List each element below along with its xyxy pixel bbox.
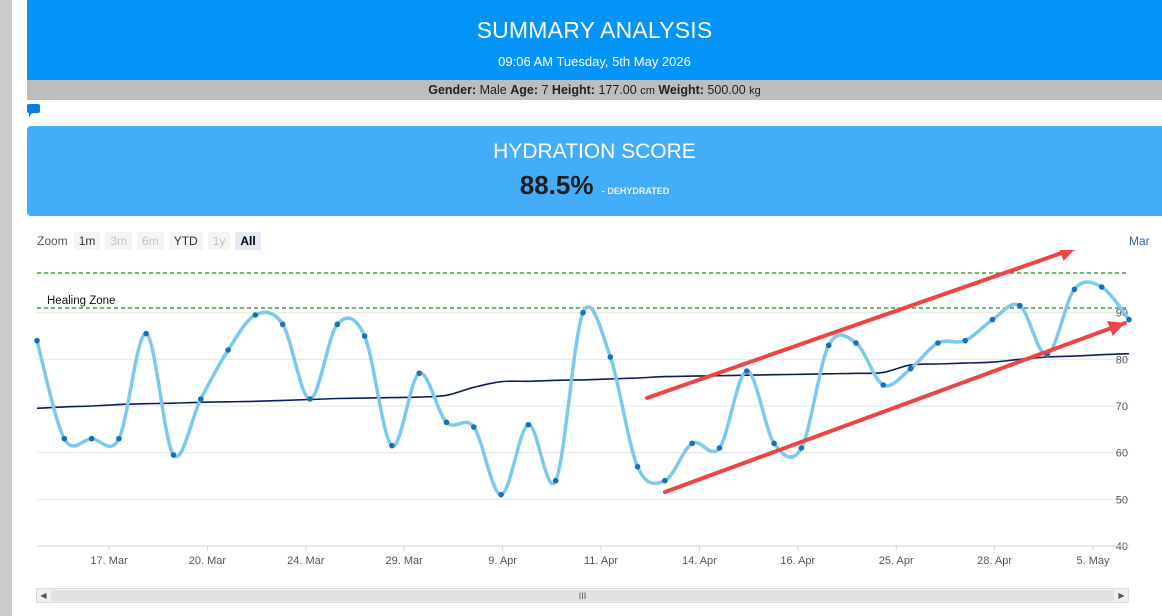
hydration-data-point (798, 445, 805, 451)
x-tick-label: 28. Apr (977, 555, 1012, 567)
zoom-label: Zoom (37, 234, 68, 248)
age-value: 7 (541, 83, 549, 97)
zoom-3m-button[interactable]: 3m (105, 232, 133, 250)
height-value: 177.00 (598, 83, 637, 97)
scrollbar-thumb[interactable]: III (51, 590, 1114, 601)
lower-trend-arrow-head (1107, 321, 1125, 337)
hydration-data-point (1071, 286, 1078, 293)
profile-info-bar: Gender: Male Age: 7 Height: 177.00 cm We… (27, 80, 1162, 100)
hydration-data-point (498, 491, 504, 498)
chat-bubble-icon[interactable] (27, 104, 40, 117)
hydration-data-point (1126, 316, 1132, 323)
hydration-series-line (35, 280, 1131, 497)
hydration-data-point (907, 365, 914, 372)
hydration-data-point (634, 463, 641, 470)
hydration-data-point (716, 445, 723, 451)
zoom-selector: Zoom 1m 3m 6m YTD 1y All (37, 231, 266, 251)
y-tick-label: 80 (1116, 354, 1128, 366)
hydration-data-point (416, 370, 423, 377)
hydration-data-point (1017, 302, 1023, 309)
hydration-data-point (389, 442, 395, 449)
x-tick-label: 9. Apr (488, 555, 517, 567)
zoom-6m-button[interactable]: 6m (137, 232, 164, 250)
hydration-data-point (825, 342, 832, 349)
left-scroll-rail (0, 0, 12, 616)
scroll-right-arrow-icon[interactable]: ▶ (1118, 591, 1125, 600)
scrollbar-grip-icon[interactable]: III (578, 591, 587, 601)
x-tick-label: 20. Mar (189, 555, 227, 567)
healing-zone-label: Healing Zone (47, 295, 115, 307)
gender-value: Male (479, 83, 507, 97)
y-tick-label: 60 (1116, 448, 1128, 460)
hydration-data-point (116, 435, 122, 442)
hydration-data-point (252, 312, 259, 318)
trend-series-line (36, 352, 1130, 410)
x-tick-label: 5. May (1076, 555, 1110, 567)
lower-trend-arrow-shaft (663, 321, 1127, 494)
score-status: - DEHYDRATED (601, 186, 670, 196)
score-value-row: 88.5% - DEHYDRATED (27, 170, 1162, 201)
y-tick-label: 50 (1116, 494, 1128, 506)
height-label: Height: (551, 83, 595, 97)
hydration-data-point (88, 435, 95, 442)
hydration-data-point (853, 340, 859, 346)
zoom-all-button[interactable]: All (235, 232, 261, 250)
hydration-data-point (880, 382, 887, 388)
report-datetime: 09:06 AM Tuesday, 5th May 2026 (498, 54, 691, 69)
height-unit: cm (640, 85, 655, 97)
hydration-data-point (279, 321, 286, 328)
hydration-data-point (334, 321, 341, 328)
hydration-data-point (744, 368, 750, 374)
hydration-data-point (662, 477, 668, 484)
zoom-1y-button[interactable]: 1y (207, 232, 231, 250)
range-start-label[interactable]: Mar (1129, 234, 1150, 248)
upper-trend-arrow-head (1059, 250, 1075, 261)
hydration-data-point (935, 340, 941, 346)
hydration-data-point (198, 396, 204, 402)
gender-label: Gender: (428, 83, 477, 97)
weight-label: Weight: (658, 83, 704, 97)
page-title: SUMMARY ANALYSIS (476, 17, 713, 43)
x-tick-label: 25. Apr (879, 555, 914, 567)
hydration-data-point (361, 333, 368, 339)
hydration-data-point (61, 435, 68, 442)
hydration-data-point (170, 452, 177, 458)
hydration-score-card: HYDRATION SCORE 88.5% - DEHYDRATED (27, 126, 1162, 216)
hydration-data-point (143, 330, 149, 337)
score-value: 88.5% (519, 170, 594, 200)
hydration-data-point (552, 477, 559, 484)
hydration-data-point (689, 440, 695, 447)
hydration-data-point (580, 309, 586, 316)
y-tick-label: 70 (1116, 401, 1128, 413)
zoom-1m-button[interactable]: 1m (73, 232, 101, 250)
x-tick-label: 17. Mar (90, 555, 128, 567)
hydration-data-point (471, 424, 477, 430)
x-tick-label: 14. Apr (682, 555, 717, 567)
hydration-data-point (607, 354, 614, 360)
summary-header: SUMMARY ANALYSIS 09:06 AM Tuesday, 5th M… (27, 0, 1162, 80)
score-title: HYDRATION SCORE (493, 140, 696, 163)
hydration-data-point (962, 337, 968, 344)
hydration-data-point (34, 337, 40, 344)
hydration-data-point (771, 440, 777, 447)
hydration-data-point (443, 419, 450, 426)
zoom-ytd-button[interactable]: YTD (168, 232, 203, 250)
hydration-data-point (225, 347, 231, 353)
x-tick-label: 16. Apr (780, 555, 815, 567)
x-tick-label: 24. Mar (287, 555, 325, 567)
age-label: Age: (510, 83, 538, 97)
y-tick-label: 40 (1116, 541, 1128, 553)
x-tick-label: 29. Mar (386, 555, 424, 567)
weight-value: 500.00 (707, 83, 746, 97)
hydration-data-point (525, 421, 532, 428)
scroll-left-arrow-icon[interactable]: ◀ (40, 591, 47, 600)
hydration-data-point (1098, 284, 1105, 290)
hydration-data-point (307, 396, 313, 402)
navigator-scrollbar[interactable]: ◀ III ▶ (36, 588, 1129, 603)
weight-unit: kg (749, 85, 761, 97)
upper-trend-arrow-shaft (645, 250, 1077, 400)
hydration-data-point (989, 316, 996, 323)
x-tick-label: 11. Apr (584, 555, 618, 567)
